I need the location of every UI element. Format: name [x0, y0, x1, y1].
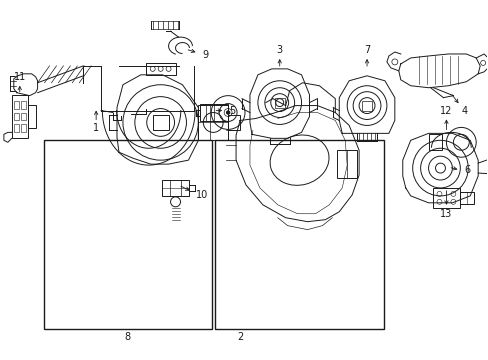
Bar: [20, 125, 26, 132]
Text: 1: 1: [93, 123, 99, 134]
Bar: [427, 134, 442, 150]
Bar: [459, 192, 473, 204]
Text: 11: 11: [14, 72, 26, 82]
Bar: [20, 113, 26, 121]
Text: 7: 7: [363, 45, 369, 55]
Bar: [14, 113, 19, 121]
Bar: [14, 100, 19, 109]
Text: 10: 10: [196, 190, 208, 200]
Text: 13: 13: [439, 209, 451, 219]
Bar: [28, 105, 36, 129]
Bar: [361, 100, 371, 111]
Text: 5: 5: [228, 105, 235, 116]
Bar: [337, 150, 356, 178]
Bar: [432, 188, 459, 208]
Bar: [145, 63, 175, 75]
Bar: [215, 140, 383, 329]
Bar: [43, 140, 212, 329]
Text: 12: 12: [439, 105, 452, 116]
Text: 9: 9: [202, 50, 208, 60]
Bar: [152, 114, 168, 130]
Bar: [274, 98, 284, 108]
Text: 4: 4: [460, 105, 467, 116]
Bar: [20, 100, 26, 109]
Bar: [162, 180, 189, 196]
Bar: [200, 104, 228, 121]
Bar: [12, 95, 28, 138]
Circle shape: [226, 111, 229, 114]
Bar: [14, 125, 19, 132]
Bar: [228, 114, 240, 130]
Text: 6: 6: [463, 165, 469, 175]
Text: 2: 2: [236, 332, 243, 342]
Text: 3: 3: [276, 45, 282, 55]
Bar: [198, 105, 228, 140]
Text: 8: 8: [124, 332, 131, 342]
